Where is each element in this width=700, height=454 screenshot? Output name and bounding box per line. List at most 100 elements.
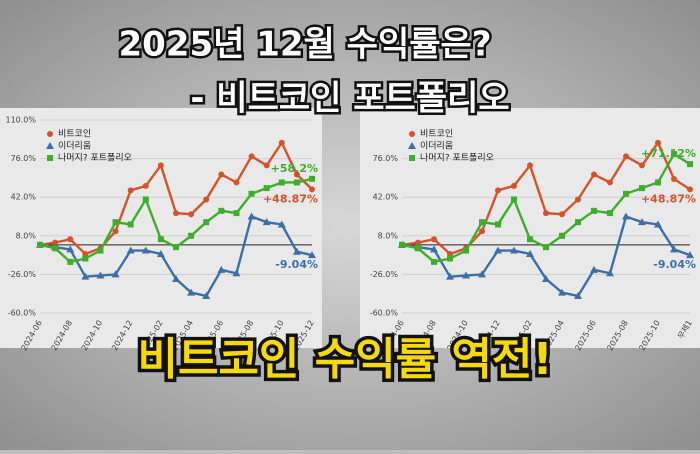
marker bbox=[463, 247, 469, 254]
y-tick-label: 42.0% bbox=[373, 193, 399, 202]
legend-label: 비트코인 bbox=[58, 129, 91, 140]
y-tick-label: 110.0% bbox=[5, 116, 36, 125]
legend-marker bbox=[409, 131, 415, 137]
y-tick-label: 8.0% bbox=[16, 231, 37, 240]
marker bbox=[52, 245, 59, 252]
marker bbox=[655, 139, 661, 146]
y-tick-label: 76.0% bbox=[11, 154, 37, 163]
legend-marker bbox=[409, 155, 415, 161]
marker bbox=[655, 179, 661, 186]
marker bbox=[248, 153, 255, 160]
marker bbox=[607, 210, 613, 217]
marker bbox=[543, 210, 549, 217]
legend-marker bbox=[47, 155, 53, 161]
marker bbox=[430, 245, 438, 253]
marker bbox=[559, 211, 565, 218]
marker bbox=[670, 245, 678, 253]
marker bbox=[173, 244, 179, 251]
end-label: +58.2% bbox=[271, 162, 318, 175]
marker bbox=[278, 139, 285, 146]
marker bbox=[277, 220, 286, 228]
marker bbox=[142, 196, 149, 203]
marker bbox=[97, 247, 104, 254]
legend-marker bbox=[408, 142, 416, 149]
end-label: +71.12% bbox=[641, 147, 696, 160]
marker bbox=[622, 212, 630, 220]
marker bbox=[431, 236, 437, 243]
marker bbox=[82, 250, 89, 257]
marker bbox=[127, 221, 134, 228]
marker bbox=[263, 185, 270, 192]
marker bbox=[262, 218, 271, 226]
marker bbox=[157, 162, 164, 169]
marker bbox=[248, 190, 255, 197]
marker bbox=[263, 162, 270, 169]
y-tick-label: 42.0% bbox=[11, 193, 37, 202]
marker bbox=[478, 270, 486, 278]
marker bbox=[67, 258, 74, 265]
marker bbox=[188, 211, 195, 218]
chart-paper bbox=[360, 108, 700, 348]
marker bbox=[126, 246, 135, 254]
marker bbox=[247, 212, 256, 220]
marker bbox=[591, 207, 597, 214]
marker bbox=[203, 219, 210, 226]
headline: - 비트코인 포트폴리오 bbox=[190, 79, 509, 119]
marker bbox=[638, 218, 646, 226]
y-tick-label: -60.0% bbox=[8, 309, 37, 318]
legend-label: 비트코인 bbox=[420, 129, 453, 140]
marker bbox=[639, 185, 645, 192]
marker bbox=[217, 265, 226, 273]
marker bbox=[526, 249, 534, 257]
marker bbox=[447, 255, 453, 262]
marker bbox=[462, 271, 470, 279]
marker bbox=[559, 232, 565, 239]
marker bbox=[639, 162, 645, 169]
marker bbox=[671, 176, 677, 183]
marker bbox=[142, 182, 149, 189]
marker bbox=[278, 179, 285, 186]
headline: 2025년 12월 수익률은? bbox=[118, 25, 491, 65]
marker bbox=[218, 171, 225, 178]
marker bbox=[67, 236, 74, 243]
marker bbox=[233, 210, 240, 217]
marker bbox=[309, 186, 315, 193]
marker bbox=[218, 207, 225, 214]
marker bbox=[527, 162, 533, 169]
banner: 비트코인 수익률 역전! bbox=[137, 334, 552, 385]
marker bbox=[591, 171, 597, 178]
marker bbox=[127, 187, 134, 194]
marker bbox=[112, 219, 119, 226]
marker bbox=[172, 274, 180, 282]
marker bbox=[510, 246, 518, 254]
marker bbox=[574, 291, 582, 299]
y-tick-label: -26.0% bbox=[8, 270, 37, 279]
legend-label: 나머지? 포트폴리오 bbox=[420, 153, 494, 164]
marker bbox=[187, 288, 196, 296]
marker bbox=[308, 251, 316, 259]
end-label: +48.87% bbox=[641, 192, 696, 205]
marker bbox=[623, 190, 629, 197]
marker bbox=[202, 291, 211, 299]
marker bbox=[52, 239, 59, 246]
legend-label: 이더리움 bbox=[420, 141, 453, 152]
marker bbox=[494, 246, 502, 254]
marker bbox=[542, 274, 550, 282]
marker bbox=[671, 151, 677, 158]
marker bbox=[399, 241, 405, 248]
y-tick-label: 8.0% bbox=[378, 231, 399, 240]
legend-label: 이더리움 bbox=[58, 141, 91, 152]
marker bbox=[66, 245, 75, 253]
marker bbox=[511, 182, 517, 189]
marker bbox=[575, 196, 581, 203]
marker bbox=[623, 153, 629, 160]
marker bbox=[112, 228, 119, 235]
marker bbox=[606, 269, 614, 277]
legend-label: 나머지? 포트폴리오 bbox=[58, 153, 132, 164]
marker bbox=[81, 272, 90, 280]
marker bbox=[292, 247, 301, 255]
marker bbox=[543, 244, 549, 251]
end-label: -9.04% bbox=[653, 258, 696, 271]
marker bbox=[479, 219, 485, 226]
